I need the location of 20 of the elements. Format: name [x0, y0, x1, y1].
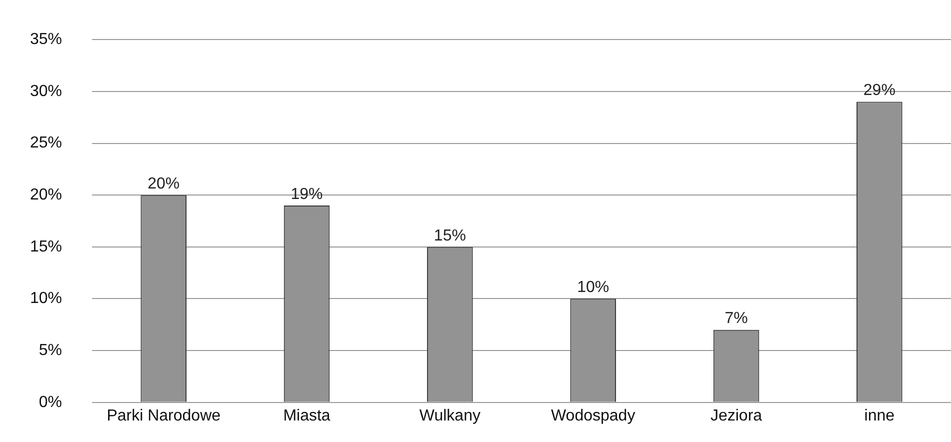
- data-label: 29%: [863, 82, 896, 100]
- y-tick-label: 5%: [38, 342, 62, 359]
- data-label: 20%: [148, 175, 180, 192]
- y-tick-label: 25%: [30, 134, 62, 152]
- x-tick-label: inne: [864, 407, 895, 424]
- x-tick-label: Wulkany: [419, 407, 480, 424]
- x-tick-label: Jeziora: [710, 407, 762, 424]
- x-tick-label: Miasta: [283, 407, 330, 424]
- y-tick-label: 30%: [30, 82, 62, 100]
- x-tick-label: Parki Narodowe: [106, 407, 221, 424]
- data-label: 10%: [577, 279, 610, 296]
- data-label: 15%: [434, 227, 466, 244]
- y-tick-label: 15%: [30, 238, 62, 256]
- y-tick-label: 10%: [30, 290, 62, 308]
- y-tick-label: 20%: [30, 186, 62, 204]
- y-tick-label: 35%: [30, 31, 62, 48]
- x-tick-label: Wodospady: [550, 407, 636, 424]
- data-label: 19%: [290, 186, 323, 203]
- y-tick-label: 0%: [38, 394, 62, 411]
- data-label: 7%: [724, 310, 748, 328]
